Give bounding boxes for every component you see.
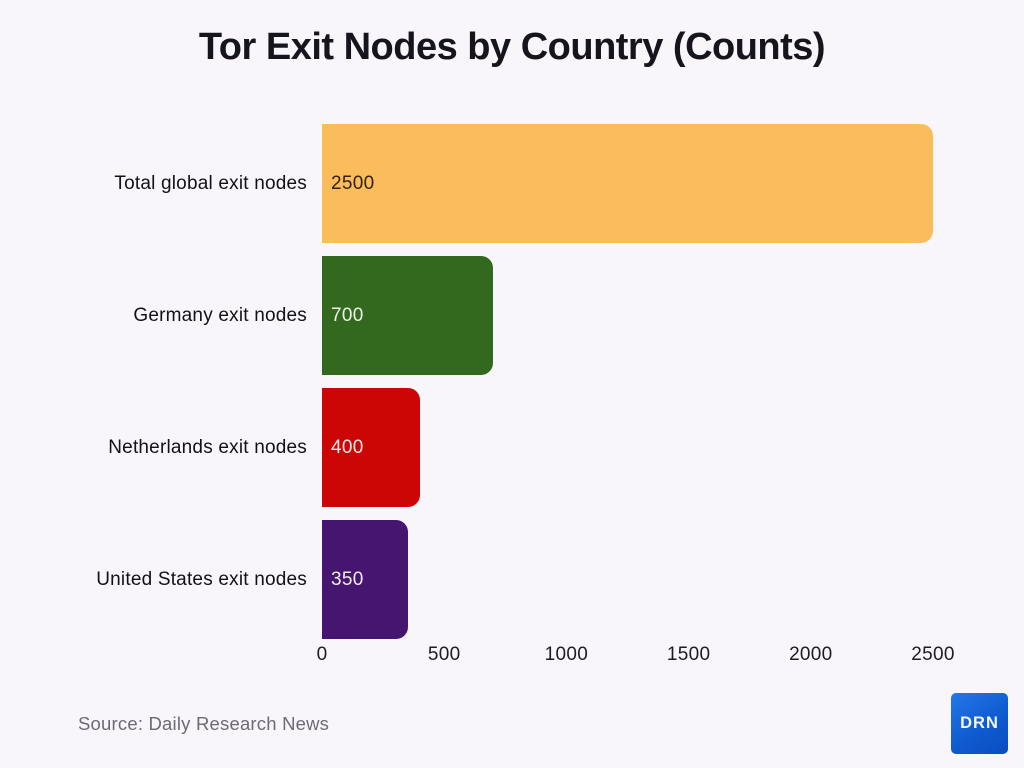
- drn-logo-text: DRN: [960, 714, 999, 732]
- x-axis-tick: 500: [427, 644, 461, 665]
- bar-label: Germany exit nodes: [133, 304, 307, 326]
- bar-value: 2500: [331, 172, 375, 194]
- bar-label: United States exit nodes: [96, 568, 307, 590]
- x-axis-tick: 2000: [789, 644, 833, 665]
- x-axis-tick: 1500: [666, 644, 711, 665]
- bar-row: Germany exit nodes 700: [0, 256, 1024, 375]
- drn-logo: DRN: [951, 693, 1008, 754]
- bar-row: Total global exit nodes 2500: [0, 124, 1024, 243]
- x-axis-tick: 0: [316, 644, 328, 665]
- bar-value: 350: [331, 568, 364, 590]
- chart-title: Tor Exit Nodes by Country (Counts): [198, 26, 826, 68]
- bar-row: Netherlands exit nodes 400: [0, 388, 1024, 507]
- bar: 2500: [322, 124, 933, 243]
- x-axis-tick: 2500: [911, 644, 955, 665]
- bar-label: Total global exit nodes: [114, 172, 307, 194]
- x-axis-tick: 1000: [544, 644, 589, 665]
- bar: 350: [322, 520, 408, 639]
- bar-label: Netherlands exit nodes: [108, 436, 307, 458]
- bar-row: United States exit nodes 350: [0, 520, 1024, 639]
- bar-value: 700: [331, 304, 364, 326]
- bar: 400: [322, 388, 420, 507]
- bar-value: 400: [331, 436, 364, 458]
- source-text: Source: Daily Research News: [78, 713, 330, 734]
- bar: 700: [322, 256, 493, 375]
